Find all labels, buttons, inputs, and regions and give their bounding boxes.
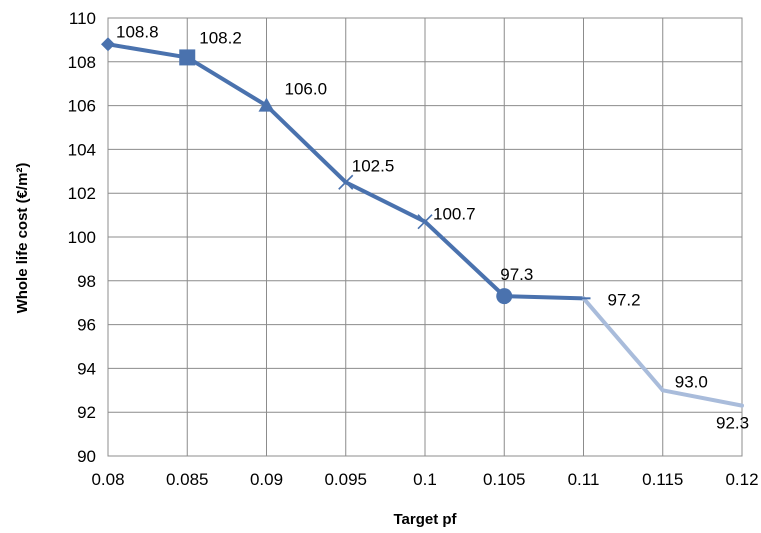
y-tick-label: 92 — [77, 403, 96, 422]
data-label: 97.3 — [500, 265, 533, 284]
grid — [107, 17, 743, 457]
x-tick-label: 0.105 — [483, 470, 526, 489]
line-segment — [502, 294, 586, 301]
series-line — [106, 42, 744, 408]
line-segment — [423, 219, 507, 299]
line-segment — [660, 388, 744, 408]
point-marker — [101, 37, 115, 52]
line-segment — [106, 42, 190, 60]
data-label: 100.7 — [433, 205, 476, 224]
line-segment — [264, 103, 348, 185]
y-tick-label: 94 — [77, 359, 96, 378]
data-label: 108.2 — [199, 28, 242, 47]
data-label: 92.3 — [716, 414, 749, 433]
x-axis-title: Target pf — [393, 511, 457, 528]
data-label: 97.2 — [608, 290, 641, 309]
point-marker — [496, 288, 513, 305]
x-tick-label: 0.11 — [568, 470, 600, 489]
x-tick-label: 0.095 — [324, 470, 367, 489]
x-tick-label: 0.085 — [166, 470, 209, 489]
y-axis-title: Whole life cost (€/m²) — [14, 163, 31, 314]
data-label: 102.5 — [352, 156, 395, 175]
data-label: 106.0 — [285, 80, 328, 99]
y-tick-label: 104 — [68, 140, 96, 159]
y-tick-label: 90 — [77, 447, 96, 466]
y-tick-label: 106 — [68, 97, 96, 116]
tick-labels: 90 92 94 96 98 100 102 104 106 108 110 0.08 0.085 0.0… — [68, 9, 759, 489]
point-marker — [179, 49, 196, 66]
x-tick-label: 0.08 — [91, 470, 124, 489]
y-tick-label: 110 — [69, 9, 96, 28]
y-tick-label: 98 — [77, 272, 96, 291]
data-label: 108.8 — [116, 22, 159, 41]
y-tick-label: 108 — [68, 53, 96, 72]
x-tick-label: 0.09 — [250, 470, 283, 489]
y-tick-label: 100 — [68, 228, 96, 247]
point-marker — [338, 174, 354, 190]
y-tick-label: 102 — [68, 184, 96, 203]
x-tick-label: 0.12 — [725, 470, 758, 489]
markers — [101, 37, 591, 305]
line-segment — [581, 296, 665, 393]
line-segment — [185, 55, 269, 108]
data-label: 93.0 — [675, 372, 708, 391]
x-tick-label: 0.1 — [413, 470, 437, 489]
point-marker — [417, 214, 433, 230]
data-labels: 108.8 108.2 106.0 102.5 100.7 97.3 97.2 93.0 92.… — [116, 22, 749, 432]
y-tick-label: 96 — [77, 316, 96, 335]
line-segment — [343, 180, 427, 224]
plot-frame — [107, 17, 743, 457]
point-marker — [258, 97, 275, 112]
x-tick-label: 0.115 — [642, 470, 683, 489]
